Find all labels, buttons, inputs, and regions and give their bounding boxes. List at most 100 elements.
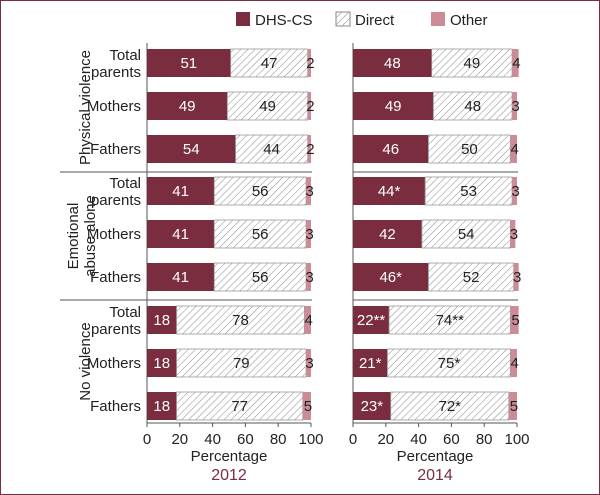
row-label: Total parents: [91, 304, 141, 338]
bar-segment-dhs-cs: [147, 349, 177, 377]
data-label-direct: 77: [231, 398, 248, 415]
bar-row-mothers: 41 56 3: [147, 219, 314, 249]
bar-segment-other: [306, 263, 311, 291]
bar-segment-dhs-cs: [147, 392, 177, 420]
bar-segment-dhs-cs: [147, 92, 228, 120]
data-label-other: 4: [511, 141, 519, 158]
data-label-dhs-cs: 41: [172, 183, 189, 200]
data-label-dhs-cs: 21*: [359, 355, 382, 372]
group-label: Physical violence: [77, 50, 94, 165]
data-label-direct: 75*: [438, 355, 461, 372]
bar-segment-direct: [387, 348, 511, 378]
data-label-dhs-cs: 49: [385, 98, 402, 115]
bar-segment-direct: [421, 219, 511, 249]
row-label-line: Total: [109, 304, 141, 321]
data-label-dhs-cs: 44*: [378, 183, 401, 200]
x-tick-label: 40: [204, 431, 221, 448]
x-tick-label: 60: [237, 431, 254, 448]
legend-label: Direct: [355, 12, 395, 29]
bar-segment-dhs-cs: [147, 263, 215, 291]
group-label-line: Emotional: [65, 203, 82, 270]
x-tick-label: 0: [143, 431, 151, 448]
bar-segment-other: [510, 135, 517, 163]
row-label: Mothers: [87, 226, 141, 243]
bar-segment-dhs-cs: [353, 49, 432, 77]
bar-segment-dhs-cs: [147, 306, 177, 334]
bar-segment-other: [306, 177, 311, 205]
panel-2014: 0 20 40 60 80 100 Percentage 2014 48 49 4 49 48 3 46 50…: [349, 43, 530, 484]
data-label-other: 5: [511, 312, 519, 329]
data-label-other: 3: [510, 226, 518, 243]
bar-segment-dhs-cs: [353, 177, 426, 205]
bar-row-fathers: 23* 72* 5: [353, 391, 518, 421]
data-label-direct: 78: [232, 312, 249, 329]
bar-segment-direct: [424, 176, 513, 206]
data-label-other: 3: [511, 183, 519, 200]
data-label-other: 3: [305, 226, 313, 243]
bar-row-total-parents: 22** 74** 5: [353, 305, 520, 335]
data-label-direct: 53: [460, 183, 477, 200]
bar-row-mothers: 49 49 2: [147, 91, 315, 121]
row-label: Total parents: [91, 47, 141, 81]
data-label-other: 5: [304, 398, 312, 415]
bar-segment-dhs-cs: [147, 177, 215, 205]
bar-segment-direct: [213, 176, 307, 206]
bar-segment-direct: [213, 262, 307, 292]
row-label-line: Total: [109, 47, 141, 64]
data-label-dhs-cs: 18: [153, 355, 170, 372]
data-label-dhs-cs: 23*: [361, 398, 384, 415]
data-label-other: 2: [306, 141, 314, 158]
data-label-other: 3: [305, 269, 313, 286]
x-tick-label: 100: [298, 431, 323, 448]
bar-segment-dhs-cs: [353, 306, 390, 334]
bar-segment-other: [306, 220, 311, 248]
row-label-line: parents: [91, 321, 141, 338]
x-tick-label: 0: [349, 431, 357, 448]
group-label-line: No violence: [77, 322, 94, 400]
bar-segment-other: [510, 306, 519, 334]
data-label-other: 3: [513, 269, 521, 286]
bar-segment-dhs-cs: [353, 263, 429, 291]
bar-row-fathers: 41 56 3: [147, 262, 314, 292]
data-label-direct: 56: [252, 226, 269, 243]
row-label: Fathers: [90, 398, 141, 415]
data-label-dhs-cs: 22**: [357, 312, 386, 329]
data-label-direct: 52: [463, 269, 480, 286]
bar-segment-direct: [428, 134, 511, 164]
bar-segment-other: [307, 135, 311, 163]
bar-segment-direct: [428, 262, 515, 292]
bar-row-fathers: 46* 52 3: [353, 262, 521, 292]
data-label-direct: 72*: [438, 398, 461, 415]
data-label-dhs-cs: 42: [379, 226, 396, 243]
bar-row-mothers: 21* 75* 4: [353, 348, 519, 378]
row-label-line: parents: [91, 192, 141, 209]
bar-segment-other: [307, 92, 311, 120]
bar-segment-dhs-cs: [147, 220, 215, 248]
data-label-dhs-cs: 48: [384, 55, 401, 72]
bar-segment-direct: [431, 48, 513, 78]
data-label-dhs-cs: 51: [180, 55, 197, 72]
data-label-direct: 54: [458, 226, 475, 243]
bar-segment-direct: [176, 305, 305, 335]
legend-swatch: [431, 12, 445, 26]
data-label-dhs-cs: 46*: [379, 269, 402, 286]
group-label-line: abuse alone: [82, 195, 99, 277]
bar-row-fathers: 18 77 5: [147, 391, 312, 421]
data-label-other: 4: [305, 312, 313, 329]
bar-segment-dhs-cs: [353, 92, 434, 120]
data-label-direct: 79: [233, 355, 250, 372]
row-label-line: Total: [109, 175, 141, 192]
legend-entry-other: Other: [431, 12, 488, 29]
data-label-direct: 50: [461, 141, 478, 158]
legend-swatch: [335, 11, 351, 27]
bar-segment-dhs-cs: [353, 135, 429, 163]
data-label-other: 5: [510, 398, 518, 415]
bar-segment-other: [512, 92, 517, 120]
bar-row-total-parents: 48 49 4: [353, 48, 521, 78]
legend-label: Other: [450, 12, 488, 29]
legend-label: DHS-CS: [255, 12, 313, 29]
bar-row-total-parents: 44* 53 3: [353, 176, 520, 206]
bar-segment-other: [510, 220, 516, 248]
